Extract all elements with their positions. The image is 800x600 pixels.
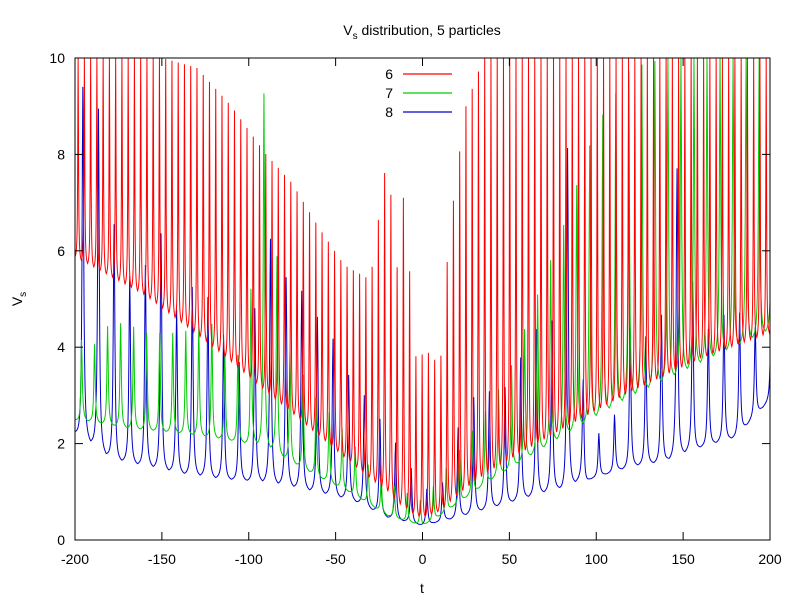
ticks-layer: -200 -150 -100 -50 0 50 100 150 200 0 2 4 6 8 10	[49, 50, 781, 567]
legend: 6 7 8	[385, 66, 452, 120]
series-line-8	[75, 86, 770, 525]
y-tick-label: 2	[57, 436, 65, 452]
y-tick-label: 4	[57, 339, 65, 355]
x-tick-label: 0	[419, 551, 427, 567]
y-tick-label: 6	[57, 243, 65, 259]
y-axis-label: Vs	[9, 292, 29, 306]
x-axis-label: t	[420, 580, 424, 596]
y-tick-label: 10	[49, 50, 65, 66]
x-tick-label: -150	[148, 551, 176, 567]
chart-title: Vs distribution, 5 particles	[343, 22, 501, 42]
x-tick-label: -50	[326, 551, 346, 567]
x-tick-label: -100	[235, 551, 263, 567]
x-tick-label: 100	[585, 551, 609, 567]
legend-label-7: 7	[385, 85, 393, 101]
legend-label-6: 6	[385, 66, 393, 82]
series-layer	[75, 58, 770, 525]
x-tick-label: 200	[758, 551, 782, 567]
series-line-6	[75, 58, 770, 518]
y-tick-label: 0	[57, 532, 65, 548]
y-tick-label: 8	[57, 146, 65, 162]
x-tick-label: 50	[502, 551, 518, 567]
x-tick-label: 150	[671, 551, 695, 567]
x-tick-label: -200	[61, 551, 89, 567]
legend-label-8: 8	[385, 104, 393, 120]
